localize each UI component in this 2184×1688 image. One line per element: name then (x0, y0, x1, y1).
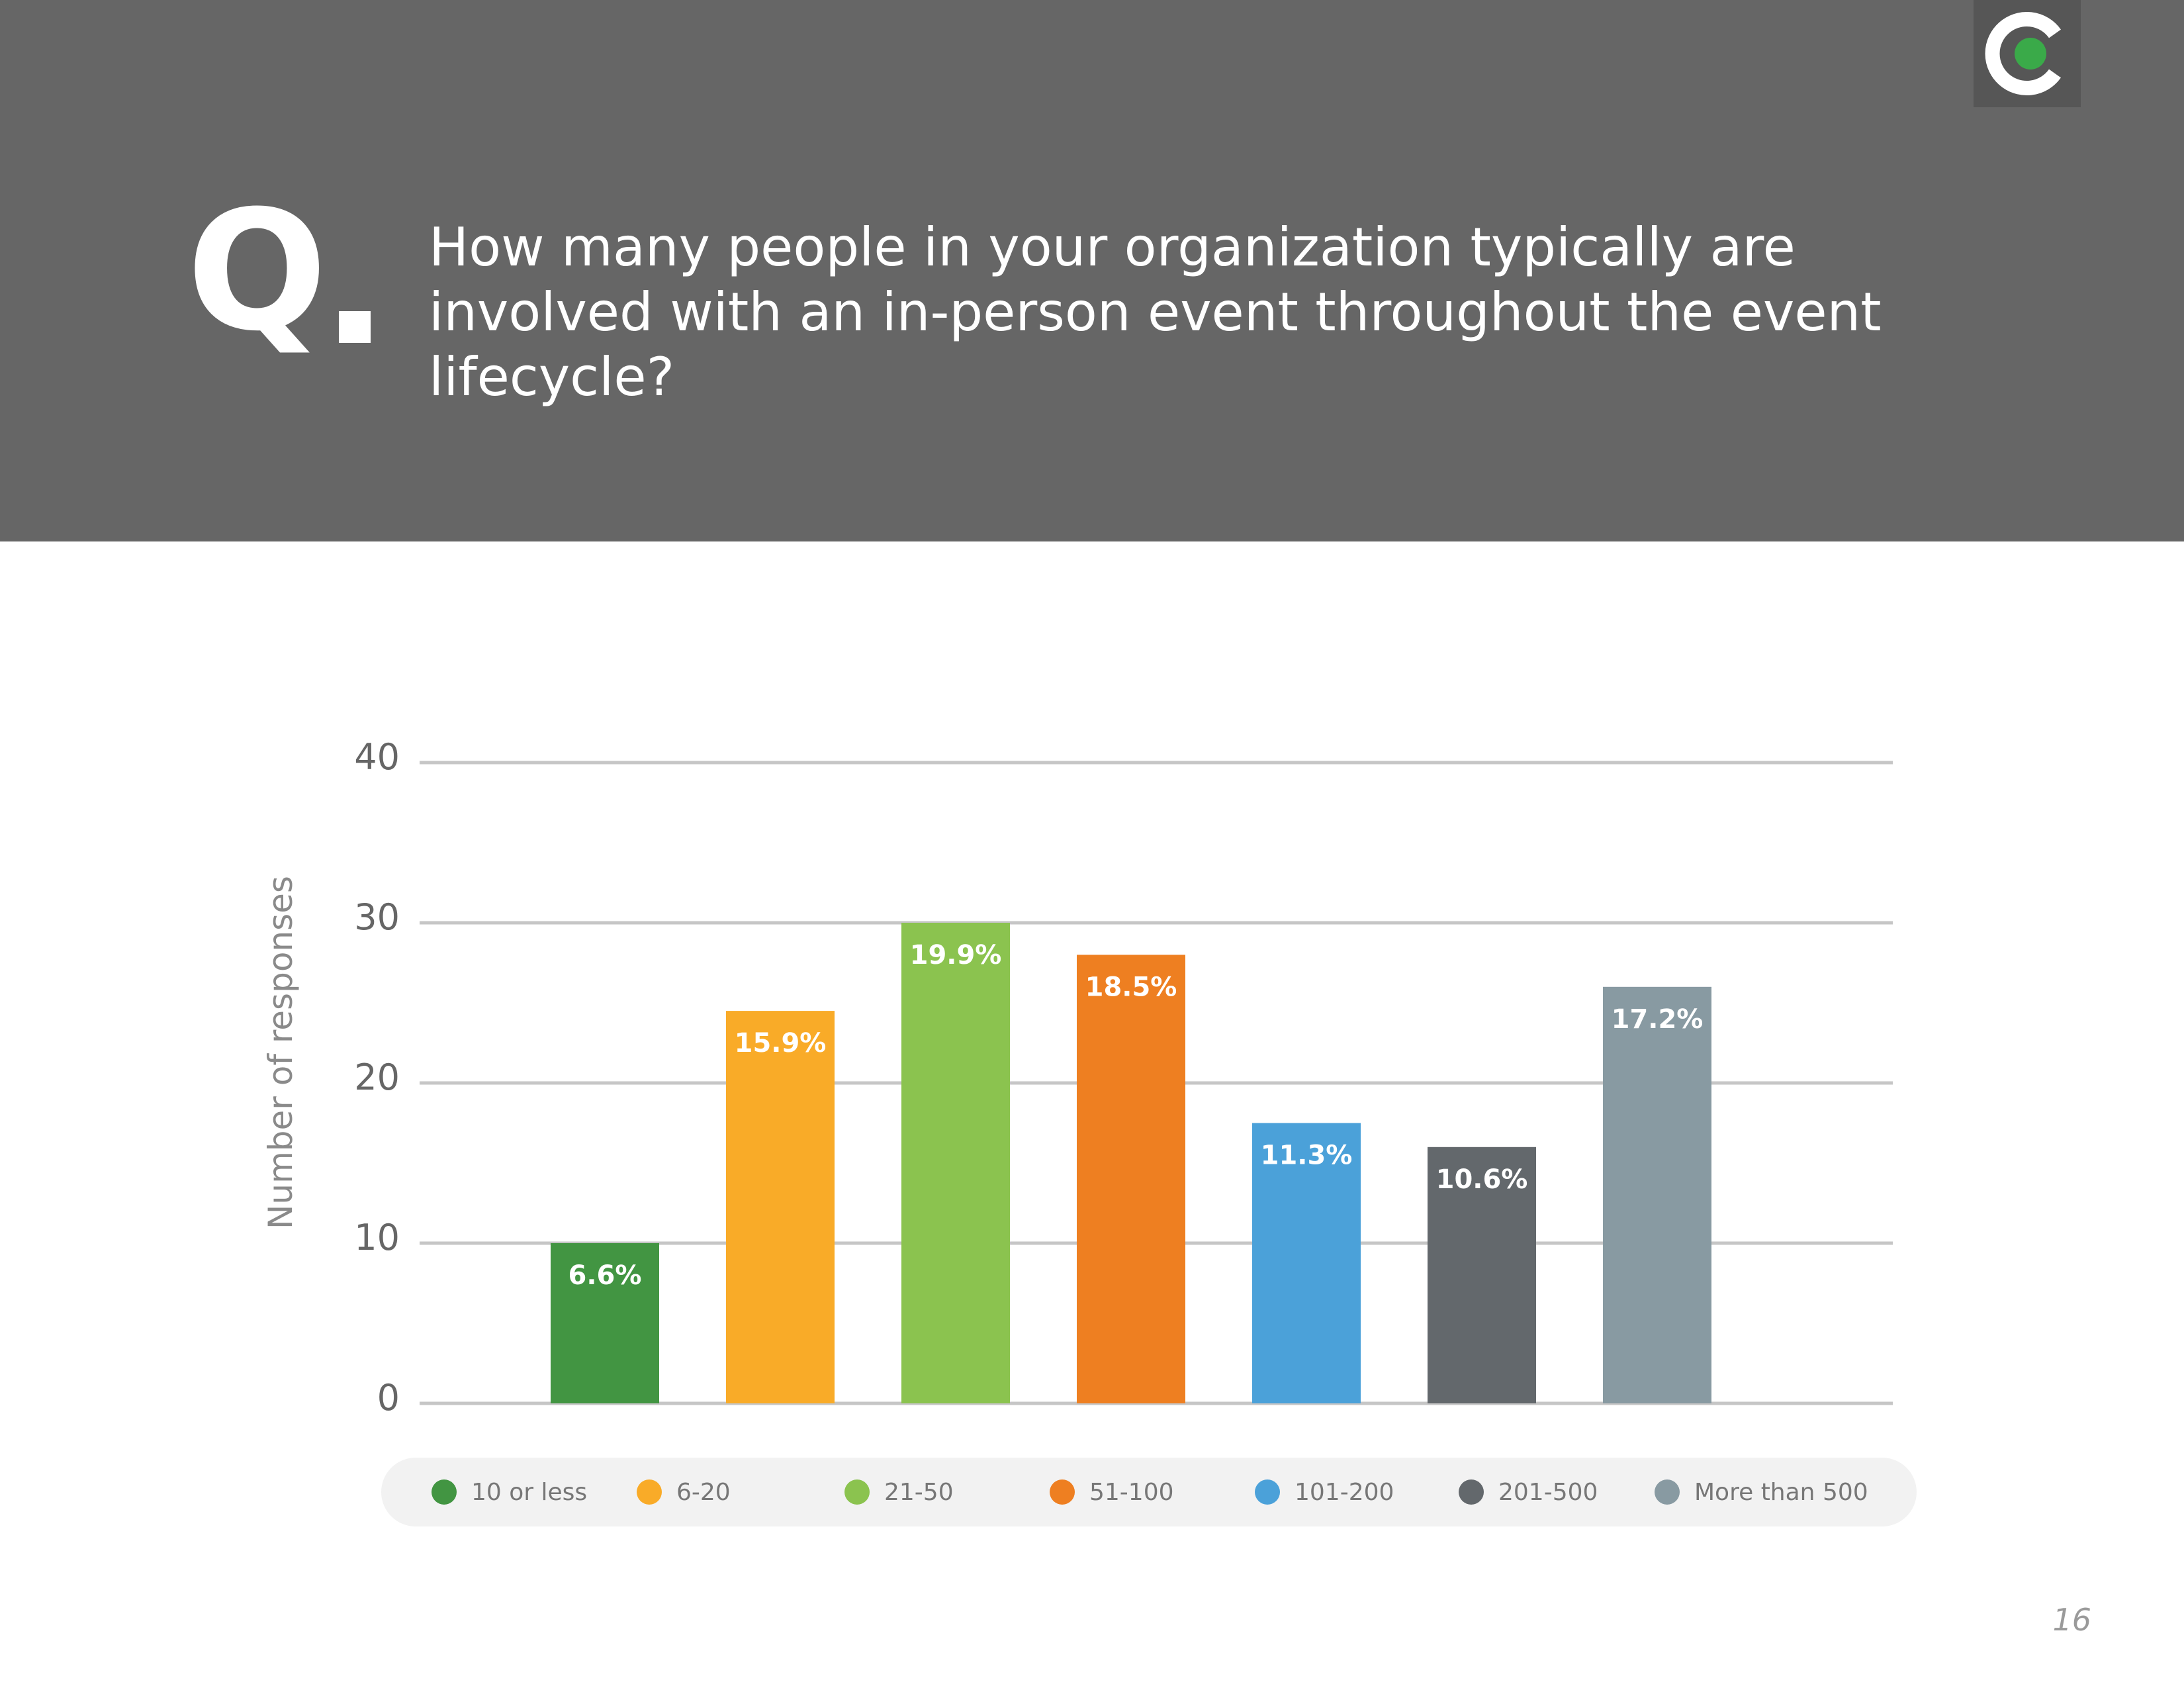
legend-item: 201-500 (1459, 1458, 1598, 1526)
q-mark-dot (339, 311, 371, 343)
bar-2 (726, 1011, 835, 1403)
bar-4 (1077, 955, 1185, 1403)
legend-swatch (1655, 1479, 1680, 1505)
legend-swatch (1050, 1479, 1075, 1505)
bar-1 (551, 1243, 659, 1403)
legend-label: 51-100 (1089, 1478, 1174, 1506)
bar-value-label: 6.6% (569, 1260, 642, 1291)
legend-item: 51-100 (1050, 1458, 1174, 1526)
y-axis-label: Number of responses (261, 876, 300, 1229)
c-logo-icon (1985, 12, 2061, 95)
legend-item: 21-50 (844, 1458, 954, 1526)
bar-6 (1428, 1147, 1536, 1403)
legend-label: 21-50 (884, 1478, 954, 1506)
bar-value-label: 19.9% (910, 940, 1002, 970)
bar-3 (901, 923, 1010, 1403)
legend-swatch (1459, 1479, 1484, 1505)
legend-item: 10 or less (432, 1458, 587, 1526)
page-number: 16 (2052, 1602, 2091, 1638)
bar-value-label: 15.9% (735, 1028, 827, 1058)
header-banner: Q How many people in your organization t… (0, 0, 2184, 541)
legend-label: 6-20 (676, 1478, 731, 1506)
legend-swatch (432, 1479, 457, 1505)
legend-item: 6-20 (637, 1458, 731, 1526)
y-tick-label: 20 (354, 1056, 400, 1098)
bar-7 (1603, 986, 1711, 1403)
bar-value-label: 18.5% (1085, 972, 1177, 1002)
y-tick-label: 0 (377, 1377, 400, 1419)
question-text: How many people in your organization typ… (429, 216, 1882, 408)
bar-value-label: 17.2% (1612, 1004, 1704, 1035)
legend-label: 101-200 (1295, 1478, 1394, 1506)
legend-swatch (844, 1479, 870, 1505)
legend-item: 101-200 (1255, 1458, 1394, 1526)
legend-swatch (1255, 1479, 1280, 1505)
logo (1974, 0, 2081, 107)
y-tick-label: 10 (354, 1217, 400, 1258)
bar-value-label: 11.3% (1261, 1141, 1353, 1171)
legend: 10 or less 6-20 21-50 51-100 101-200 201-500 M… (381, 1458, 1917, 1526)
y-tick-label: 30 (354, 896, 400, 938)
bar-5 (1252, 1123, 1361, 1403)
q-mark: Q (187, 175, 328, 367)
bar-value-label: 10.6% (1436, 1164, 1528, 1195)
legend-item: More than 500 (1655, 1458, 1868, 1526)
y-tick-label: 40 (354, 736, 400, 778)
legend-label: 201-500 (1498, 1478, 1598, 1506)
legend-label: 10 or less (471, 1478, 588, 1506)
legend-swatch (637, 1479, 662, 1505)
legend-label: More than 500 (1694, 1478, 1868, 1506)
